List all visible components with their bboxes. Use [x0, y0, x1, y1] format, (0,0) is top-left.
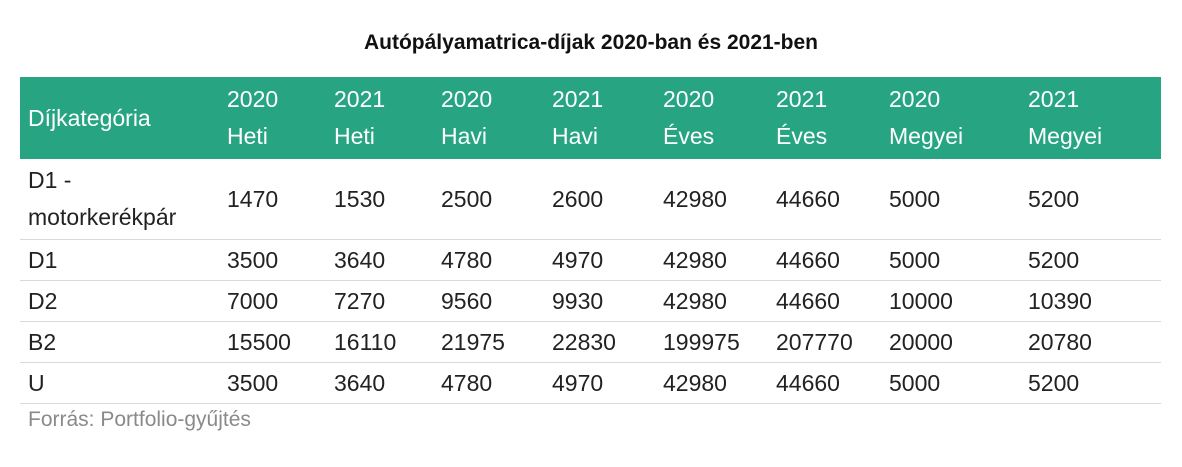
category-cell: D1 - motorkerékpár — [20, 159, 219, 240]
value-cell: 4780 — [433, 362, 544, 404]
value-cell: 20780 — [1020, 321, 1161, 363]
value-cell: 3640 — [326, 362, 433, 404]
value-cell: 44660 — [768, 362, 881, 404]
category-cell: D2 — [20, 280, 219, 322]
table-row: U 3500 3640 4780 4970 42980 44660 5000 5… — [20, 362, 1161, 404]
value-cell: 2500 — [433, 159, 544, 240]
column-header-year: 2020 — [663, 86, 715, 112]
value-cell: 42980 — [655, 280, 768, 322]
value-cell: 22830 — [544, 321, 655, 363]
category-cell: U — [20, 362, 219, 404]
column-header-year: 2021 — [334, 86, 386, 112]
value-cell: 44660 — [768, 159, 881, 240]
value-cell: 4780 — [433, 239, 544, 281]
table-row: D1 3500 3640 4780 4970 42980 44660 5000 … — [20, 239, 1161, 281]
column-header-year: 2021 — [1028, 86, 1080, 112]
value-cell: 7000 — [219, 280, 326, 322]
chart-title: Autópályamatrica-díjak 2020-ban és 2021-… — [363, 31, 819, 54]
column-header: 2021 Megyei — [1020, 77, 1161, 159]
value-cell: 5000 — [881, 159, 1020, 240]
value-cell: 16110 — [326, 321, 433, 363]
value-cell: 42980 — [655, 159, 768, 240]
value-cell: 199975 — [655, 321, 768, 363]
value-cell: 2600 — [544, 159, 655, 240]
value-cell: 10000 — [881, 280, 1020, 322]
column-header-period: Megyei — [889, 123, 964, 149]
fees-table: Díjkategória 2020 Heti 2021 Heti 2020 Havi … — [20, 77, 1161, 404]
table-row: D1 - motorkerékpár 1470 1530 2500 2600 4… — [20, 159, 1161, 240]
table-row: B2 15500 16110 21975 22830 199975 207770… — [20, 321, 1161, 363]
value-cell: 3500 — [219, 239, 326, 281]
column-header-period: Heti — [334, 123, 375, 149]
column-header-period: Heti — [227, 123, 268, 149]
column-header-period: Éves — [776, 123, 828, 149]
value-cell: 3500 — [219, 362, 326, 404]
column-header-year: 2020 — [441, 86, 493, 112]
column-header-period: Havi — [441, 123, 488, 149]
category-cell: D1 — [20, 239, 219, 281]
value-cell: 42980 — [655, 362, 768, 404]
value-cell: 42980 — [655, 239, 768, 281]
column-header: Díjkategória — [20, 77, 219, 159]
value-cell: 5200 — [1020, 239, 1161, 281]
column-header: 2020 Éves — [655, 77, 768, 159]
column-header-year: 2021 — [552, 86, 604, 112]
column-header: 2021 Éves — [768, 77, 881, 159]
column-header: 2020 Havi — [433, 77, 544, 159]
value-cell: 3640 — [326, 239, 433, 281]
column-header-line1: Díjkategória — [28, 104, 151, 131]
table-row: D2 7000 7270 9560 9930 42980 44660 10000… — [20, 280, 1161, 322]
value-cell: 44660 — [768, 280, 881, 322]
value-cell: 15500 — [219, 321, 326, 363]
column-header-period: Éves — [663, 123, 715, 149]
column-header-year: 2020 — [227, 86, 279, 112]
column-header-period: Havi — [552, 123, 599, 149]
value-cell: 5200 — [1020, 159, 1161, 240]
value-cell: 5000 — [881, 239, 1020, 281]
value-cell: 5000 — [881, 362, 1020, 404]
table-header-row: Díjkategória 2020 Heti 2021 Heti 2020 Havi … — [20, 77, 1161, 159]
value-cell: 1470 — [219, 159, 326, 240]
column-header-year: 2021 — [776, 86, 828, 112]
value-cell: 5200 — [1020, 362, 1161, 404]
value-cell: 9560 — [433, 280, 544, 322]
column-header-year: 2020 — [889, 86, 941, 112]
value-cell: 207770 — [768, 321, 881, 363]
value-cell: 9930 — [544, 280, 655, 322]
column-header: 2021 Havi — [544, 77, 655, 159]
value-cell: 20000 — [881, 321, 1020, 363]
value-cell: 21975 — [433, 321, 544, 363]
value-cell: 4970 — [544, 362, 655, 404]
column-header: 2020 Megyei — [881, 77, 1020, 159]
category-cell: B2 — [20, 321, 219, 363]
value-cell: 1530 — [326, 159, 433, 240]
source-note: Forrás: Portfolio-gyűjtés — [28, 408, 251, 431]
column-header: 2020 Heti — [219, 77, 326, 159]
column-header-period: Megyei — [1028, 123, 1103, 149]
value-cell: 7270 — [326, 280, 433, 322]
value-cell: 44660 — [768, 239, 881, 281]
column-header: 2021 Heti — [326, 77, 433, 159]
value-cell: 10390 — [1020, 280, 1161, 322]
value-cell: 4970 — [544, 239, 655, 281]
